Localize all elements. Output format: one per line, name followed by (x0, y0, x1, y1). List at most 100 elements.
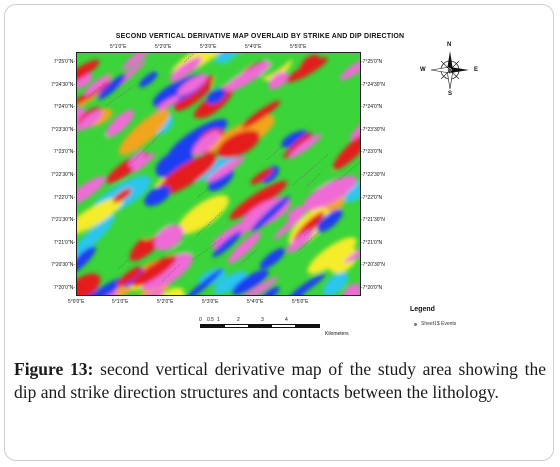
anomaly-patch (77, 107, 87, 140)
latitude-label: -7°23'0"N (361, 149, 383, 156)
anomaly-patch (229, 180, 288, 220)
latitude-label: 7°24'30"N- (51, 81, 75, 88)
anomaly-streak (192, 130, 221, 156)
strike-line (162, 263, 181, 281)
compass-rose-icon (430, 51, 469, 90)
derivative-map (76, 52, 361, 296)
scale-tick-label: 2 (237, 317, 240, 323)
latitude-label: -7°21'30"N (361, 217, 385, 224)
strike-line (267, 128, 301, 160)
latitude-label: -7°21'0"N (361, 239, 383, 246)
longitude-label: 5°5'0"E (290, 44, 307, 50)
compass-n: N (447, 42, 452, 48)
anomaly-streak (231, 269, 269, 295)
anomaly-streak (106, 109, 135, 137)
strike-line (130, 130, 164, 164)
anomaly-patch (323, 272, 349, 295)
anomaly-patch (208, 167, 234, 192)
longitude-label: 5°0'0"E (68, 299, 85, 305)
anomaly-streak (206, 156, 245, 183)
latitude-label: 7°21'30"N- (51, 217, 75, 224)
anomaly-patch (77, 133, 111, 167)
anomaly-streak (288, 133, 322, 159)
anomaly-patch (227, 231, 262, 264)
anomaly-streak (261, 165, 280, 184)
anomaly-streak (169, 57, 203, 82)
anomaly-streak (344, 234, 360, 263)
anomaly-patch (77, 214, 116, 262)
anomaly-streak (83, 74, 110, 96)
anomaly-streak (232, 276, 279, 295)
scale-tick-label: 1 (217, 317, 220, 323)
latitude-label: 7°20'0"N- (53, 285, 75, 291)
anomaly-streak (177, 73, 208, 96)
strike-line (197, 211, 223, 236)
anomaly-patch (141, 253, 193, 291)
strike-line (306, 172, 322, 187)
anomaly-streak (282, 284, 309, 295)
anomaly-streak (342, 283, 360, 295)
strike-line (297, 223, 329, 252)
anomaly-streak (221, 60, 269, 92)
anomaly-streak (340, 58, 360, 80)
anomaly-streak (259, 248, 286, 269)
scale-tick-label: 0 (199, 317, 202, 323)
north-arrow: N S E W (420, 42, 478, 97)
anomaly-streak (260, 286, 280, 295)
anomaly-streak (250, 195, 291, 232)
anomaly-patch (213, 271, 248, 295)
anomaly-patch (303, 175, 357, 211)
anomaly-streak (77, 73, 93, 89)
anomaly-streak (116, 266, 142, 288)
anomaly-patch (154, 224, 184, 251)
anomaly-patch (309, 170, 335, 190)
strike-line (192, 238, 223, 261)
latitude-label: 7°25'0"N- (53, 59, 75, 65)
latitude-label: -7°22'0"N (361, 194, 383, 201)
longitude-label: 5°1'0"E (112, 299, 129, 305)
strike-line (87, 83, 105, 98)
longitude-label: 5°5'0"E (292, 299, 309, 305)
longitude-label: 5°1'0"E (110, 44, 127, 50)
anomaly-streak (250, 168, 273, 185)
anomaly-streak (77, 176, 106, 207)
anomaly-streak (241, 100, 281, 129)
anomaly-patch (77, 197, 124, 236)
anomaly-patch (144, 185, 171, 207)
scale-tick-label: 0.5 (207, 317, 214, 323)
anomaly-patch (257, 53, 310, 79)
longitude-label: 5°3'0"E (200, 44, 217, 50)
latitude-label: 7°24'0"N- (53, 104, 75, 111)
anomaly-streak (283, 132, 313, 159)
caption-label: Figure 13: (14, 359, 94, 379)
strike-line (196, 178, 224, 198)
latitude-label: -7°20'0"N (361, 285, 383, 291)
anomaly-streak (206, 88, 226, 105)
anomaly-streak (349, 113, 360, 140)
anomaly-streak (78, 110, 103, 130)
anomaly-bands (77, 53, 360, 295)
anomaly-streak (156, 95, 181, 111)
anomaly-streak (128, 150, 146, 168)
scale-tick-label: 3 (261, 317, 264, 323)
anomaly-patch (343, 173, 360, 203)
anomaly-streak (139, 71, 158, 88)
strike-line (292, 153, 330, 185)
latitude-label: -7°20'30"N (361, 262, 385, 269)
anomaly-patch (157, 53, 215, 72)
anomaly-streak (183, 268, 223, 295)
latitude-label: -7°25'0"N (361, 59, 383, 65)
anomaly-streak (300, 54, 321, 74)
scale-tick-label: 4 (285, 317, 288, 323)
longitude-label: 5°2'0"E (155, 44, 172, 50)
strike-line (241, 249, 258, 263)
latitude-label: -7°22'30"N (361, 172, 385, 178)
longitude-label: 5°2'0"E (157, 299, 174, 305)
anomaly-patch (157, 287, 185, 295)
anomaly-streak (273, 209, 307, 240)
longitude-label: 5°4'0"E (245, 44, 262, 50)
latitude-label: 7°23'0"N- (53, 149, 75, 156)
anomaly-streak (211, 217, 257, 249)
anomaly-patch (167, 118, 228, 161)
latitude-label: -7°24'0"N (361, 104, 383, 111)
